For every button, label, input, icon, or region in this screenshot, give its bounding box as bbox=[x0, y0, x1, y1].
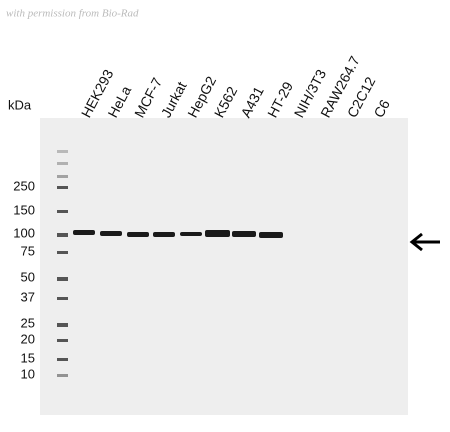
lane-label: C6 bbox=[370, 97, 393, 121]
marker-label: 75 bbox=[21, 243, 35, 258]
membrane bbox=[40, 118, 408, 415]
unit-label: kDa bbox=[8, 97, 32, 112]
marker-label: 150 bbox=[13, 202, 35, 217]
lane-label: A431 bbox=[237, 84, 267, 121]
marker-label: 100 bbox=[13, 225, 35, 240]
arrow bbox=[409, 232, 440, 252]
marker-label: 250 bbox=[13, 178, 35, 193]
marker-label: 10 bbox=[21, 366, 35, 381]
marker-label: 15 bbox=[21, 350, 35, 365]
marker-label: 37 bbox=[21, 289, 35, 304]
sample-bands bbox=[73, 230, 283, 238]
lane-label: K562 bbox=[211, 84, 241, 121]
marker-label: 20 bbox=[21, 331, 35, 346]
lane-label: HeLa bbox=[104, 83, 134, 120]
ladder bbox=[57, 150, 68, 377]
marker-label: 25 bbox=[21, 315, 35, 330]
watermark: with permission from Bio-Rad bbox=[6, 8, 139, 20]
marker-label: 50 bbox=[21, 269, 35, 284]
